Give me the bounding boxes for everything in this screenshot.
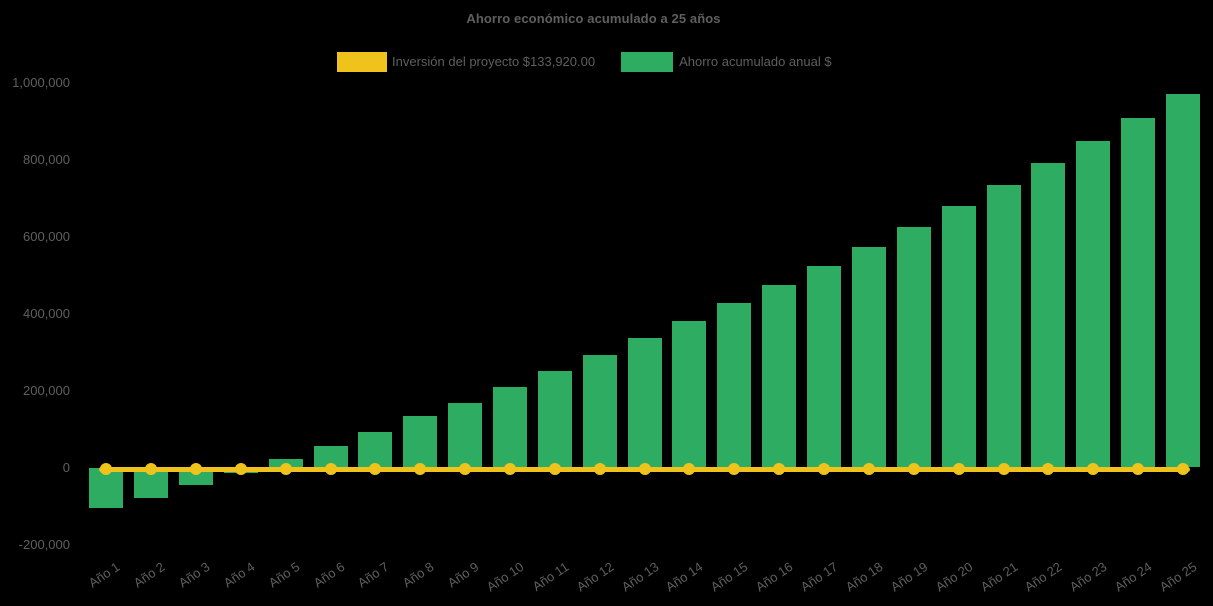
investment-line-marker-ano-15 — [728, 463, 741, 475]
bar-ano-20 — [941, 206, 976, 468]
investment-line-marker-ano-14 — [683, 463, 696, 475]
investment-line-marker-ano-11 — [548, 463, 561, 475]
y-tick-1000000: 1,000,000 — [12, 74, 70, 90]
bar-ano-17 — [807, 265, 842, 468]
investment-line-marker-ano-10 — [503, 463, 516, 475]
investment-line-marker-ano-18 — [862, 463, 875, 475]
investment-line-marker-ano-5 — [279, 463, 292, 475]
investment-line-marker-ano-4 — [234, 463, 247, 475]
investment-line-marker-ano-25 — [1176, 463, 1189, 475]
y-tick-400000: 400,000 — [23, 305, 70, 321]
investment-line-marker-ano-12 — [593, 463, 606, 475]
investment-line-marker-ano-16 — [773, 463, 786, 475]
bar-ano-16 — [762, 285, 797, 468]
investment-line-marker-ano-24 — [1132, 463, 1145, 475]
y-tick-0: 0 — [62, 459, 70, 475]
bar-ano-12 — [582, 355, 617, 468]
bar-ano-19 — [896, 226, 931, 468]
bar-ano-22 — [1031, 162, 1066, 468]
investment-line-marker-ano-6 — [324, 463, 337, 475]
chart-title: Ahorro económico acumulado a 25 años — [466, 11, 721, 26]
legend-swatch-inversion — [337, 52, 387, 72]
investment-line-marker-ano-17 — [818, 463, 831, 475]
bar-ano-25 — [1165, 94, 1200, 468]
bar-ano-23 — [1076, 140, 1111, 468]
bar-ano-14 — [672, 321, 707, 468]
legend-label-inversion: Inversión del proyecto $133,920.00 — [392, 54, 596, 69]
legend: Inversión del proyecto $133,920.00 Ahorr… — [337, 52, 832, 72]
y-tick-600000: 600,000 — [23, 228, 70, 244]
investment-line-marker-ano-2 — [145, 463, 158, 475]
legend-swatch-ahorro — [621, 52, 674, 72]
bar-ano-9 — [448, 402, 483, 468]
investment-line-marker-ano-22 — [1042, 463, 1055, 475]
bar-ano-21 — [986, 184, 1021, 468]
bar-ano-24 — [1121, 117, 1156, 468]
investment-line-marker-ano-3 — [189, 463, 202, 475]
investment-line-marker-ano-13 — [638, 463, 651, 475]
investment-line-marker-ano-9 — [459, 463, 472, 475]
investment-line-marker-ano-1 — [100, 463, 113, 475]
y-tick-200000: 200,000 — [23, 382, 70, 398]
bar-ano-11 — [537, 370, 572, 468]
y-tick--200000: -200,000 — [18, 536, 70, 552]
bar-ano-7 — [358, 431, 393, 468]
y-tick-800000: 800,000 — [23, 151, 70, 167]
bar-ano-15 — [717, 303, 752, 468]
bar-ano-13 — [627, 338, 662, 468]
bar-ano-8 — [403, 415, 438, 468]
investment-line-marker-ano-23 — [1087, 463, 1100, 475]
investment-line-marker-ano-21 — [997, 463, 1010, 475]
bar-ano-18 — [851, 246, 886, 468]
investment-line-marker-ano-19 — [907, 463, 920, 475]
investment-line-marker-ano-8 — [414, 463, 427, 475]
bar-ano-3 — [178, 467, 213, 486]
bar-ano-6 — [313, 445, 348, 468]
investment-line-marker-ano-7 — [369, 463, 382, 475]
investment-line-marker-ano-20 — [952, 463, 965, 475]
bar-ano-10 — [492, 387, 527, 468]
legend-label-ahorro: Ahorro acumulado anual $ — [679, 54, 832, 69]
